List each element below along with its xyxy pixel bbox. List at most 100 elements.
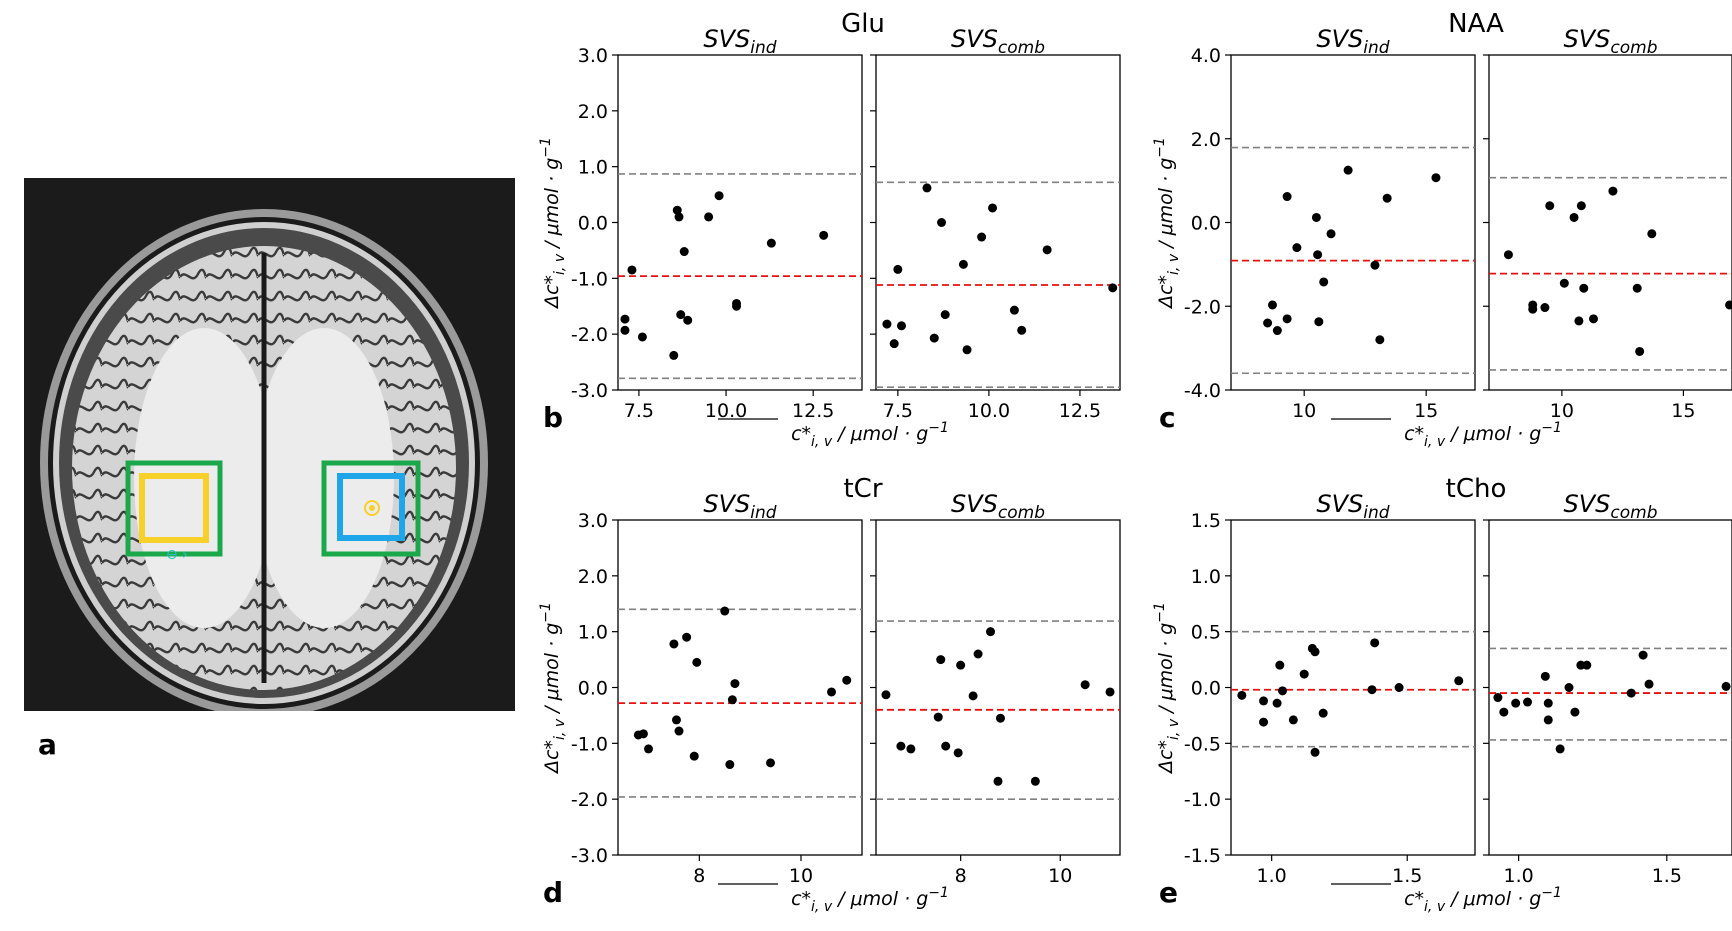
panel-e-label: e [1159,876,1178,909]
y-tick-label: 2.0 [1191,129,1221,151]
left-voxel-outer [125,460,223,557]
data-point [679,247,689,257]
y-tick-label: 0.0 [578,678,608,700]
data-point [827,687,836,697]
data-point [940,310,950,320]
y-tick-label: 3.0 [578,45,608,67]
data-point [766,758,775,768]
axes-frame [875,54,1121,391]
data-point [1503,250,1513,260]
axes-frame [617,519,863,856]
data-point [637,332,647,342]
y-tick-label: 1.0 [1191,566,1221,588]
subplot-title: SVScomb [951,490,1045,523]
data-point [620,325,630,335]
data-point [953,748,963,758]
y-tick-label: -1.5 [1184,845,1221,867]
panel-b-xlabel: c*i, v / μmol · g−1 [791,420,949,450]
data-point [1632,283,1642,293]
data-point [1564,683,1574,692]
x-tick-label: 1.5 [1392,865,1422,887]
data-point [1608,186,1618,196]
subplot-title: SVScomb [1564,490,1658,523]
data-point [1343,165,1353,175]
data-point [1635,346,1645,356]
data-point [1292,243,1302,253]
data-point [1275,660,1285,670]
panel-b-title: Glu [841,9,885,39]
panel-e: tCho e Δc*i, v / μmol · g−1 c*i, v / μmol ·… [1152,474,1732,915]
data-point [842,675,852,685]
data-point [620,314,630,324]
data-point [896,321,906,331]
data-point [1105,687,1115,697]
data-point [941,741,951,751]
y-tick-label: 3.0 [578,510,608,532]
data-point [683,315,693,325]
x-tick-label: 1.5 [1652,865,1682,887]
data-point [936,655,946,665]
x-tick-label: 10 [1048,865,1072,887]
y-tick-label: -2.0 [571,324,608,346]
data-point [958,259,968,269]
data-point [896,741,906,751]
data-point [929,333,939,343]
data-point [766,238,776,248]
panel-c-title: NAA [1448,9,1504,39]
panel-e-xlabel: c*i, v / μmol · g−1 [1404,885,1562,915]
data-point [1569,212,1579,222]
data-point [1310,647,1320,657]
y-tick-label: -1.0 [571,268,608,290]
axes-frame [1488,54,1732,391]
data-point [1267,300,1277,310]
voxel-center-marker [364,500,380,516]
y-tick-label: 1.0 [578,157,608,179]
data-point [1282,314,1292,324]
x-tick-label: 10 [1292,400,1316,422]
left-voxel-marker: ⊖ › [166,547,188,563]
data-point [881,690,891,700]
subplot-title: SVSind [703,25,776,58]
data-point [986,627,996,637]
panel-c-label: c [1159,401,1176,434]
data-point [906,744,916,754]
data-point [671,715,681,725]
data-point [1431,173,1441,183]
panel-b-ylabel: Δc*i, v / μmol · g−1 [538,137,568,310]
data-point [638,729,648,739]
x-tick-label: 15 [1414,400,1438,422]
data-point [692,657,702,667]
data-point [704,212,714,222]
y-tick-label: 0.0 [1191,678,1221,700]
data-point [1638,650,1648,660]
brain-mri-image: ⊖ › [24,178,515,711]
data-point [1042,245,1052,255]
x-tick-label: 12.5 [792,400,834,422]
data-point [674,212,684,222]
panel-b-svs-comb: SVScomb 7.5 10.0 12.5 [870,25,1121,422]
y-tick-label: 0.0 [1191,213,1221,235]
data-point [819,230,829,240]
data-point [676,310,686,320]
data-point [962,345,972,355]
data-point [1543,715,1553,725]
data-point [1272,326,1282,336]
panel-e-ylabel: Δc*i, v / μmol · g−1 [1152,602,1182,775]
data-point [1319,277,1329,287]
panel-e-title: tCho [1446,474,1507,504]
panel-c-xlabel: c*i, v / μmol · g−1 [1404,420,1562,450]
y-tick-label: -2.0 [571,789,608,811]
data-point [1318,708,1328,718]
subplot-title: SVSind [1316,490,1389,523]
data-point [882,319,892,329]
x-tick-label: 10.0 [968,400,1010,422]
x-tick-label: 7.5 [883,400,913,422]
data-point [956,660,966,670]
data-point [1263,318,1273,328]
data-point [1288,715,1298,725]
data-point [1545,201,1555,211]
data-point [1375,335,1385,345]
data-point [1080,680,1090,690]
data-point [1511,698,1521,708]
data-point [1313,250,1323,260]
